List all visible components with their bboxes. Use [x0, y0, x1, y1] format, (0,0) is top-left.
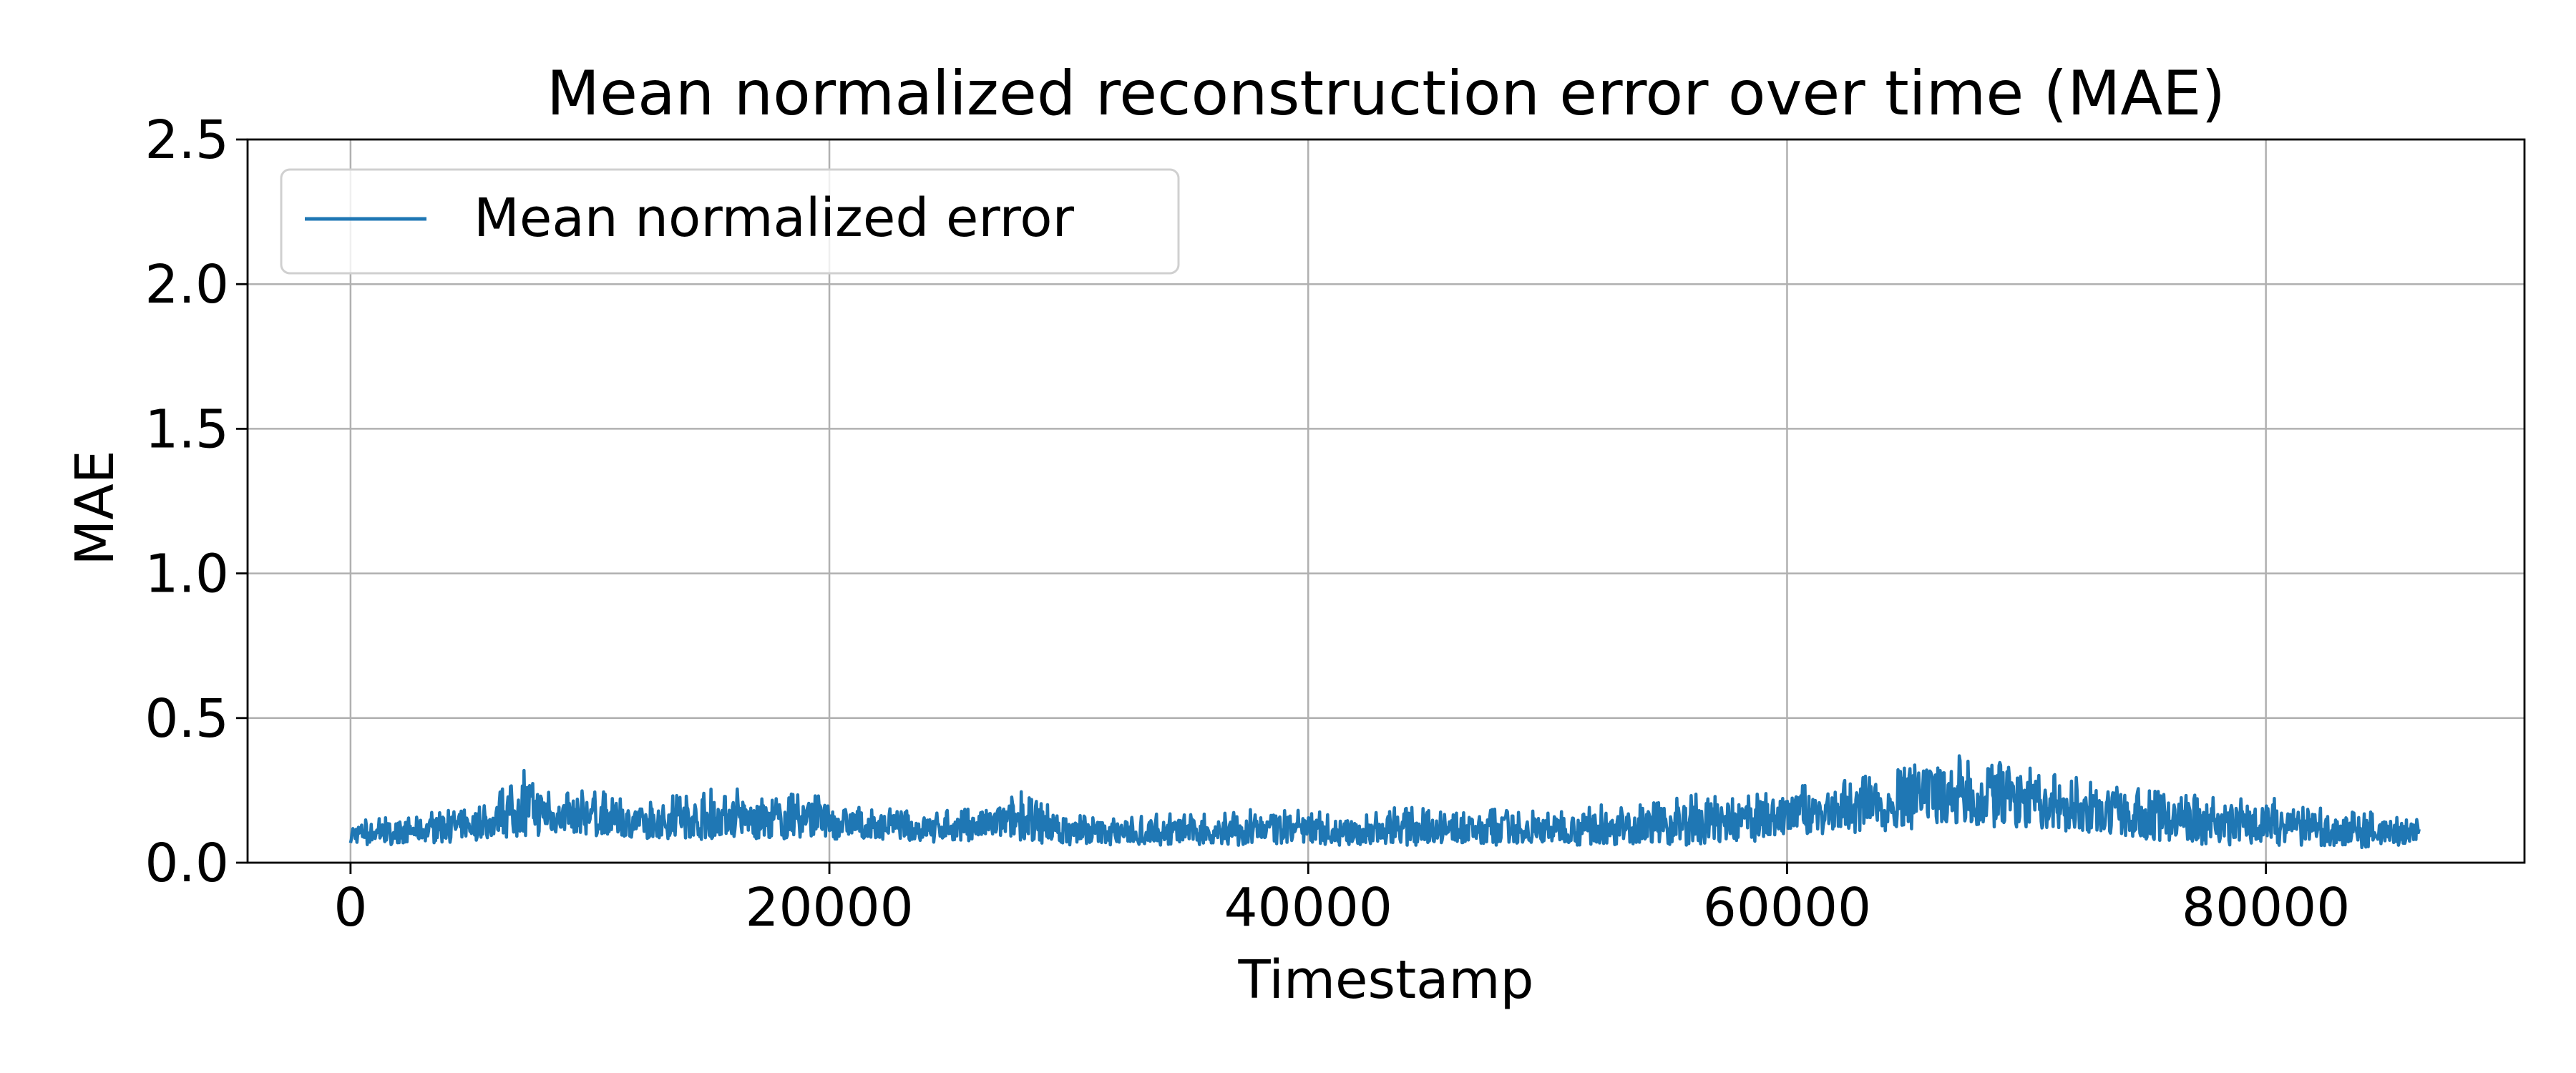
x-tick-label: 40000: [1224, 877, 1392, 939]
legend: Mean normalized error: [280, 168, 1180, 275]
y-tick-label: 2.5: [145, 109, 229, 171]
x-tick-label: 80000: [2182, 877, 2350, 939]
legend-label: Mean normalized error: [474, 187, 1075, 249]
chart-title: Mean normalized reconstruction error ove…: [547, 58, 2225, 129]
x-axis-ticks: 0 20000 40000 60000 80000: [333, 863, 2350, 939]
series-layer: [348, 754, 2421, 850]
y-tick-label: 0.5: [145, 688, 229, 750]
series-line-mean-normalized-error: [348, 754, 2421, 850]
x-tick-label: 20000: [745, 877, 913, 939]
y-tick-label: 1.5: [145, 398, 229, 460]
y-axis-ticks: 0.0 0.5 1.0 1.5 2.0 2.5: [145, 109, 248, 894]
legend-frame: [280, 168, 1180, 275]
y-tick-label: 0.0: [145, 833, 229, 894]
x-tick-label: 0: [333, 877, 367, 939]
axes-frame: [246, 138, 2526, 864]
x-tick-label: 60000: [1703, 877, 1871, 939]
y-axis-label: MAE: [64, 450, 126, 565]
x-axis-label: Timestamp: [1237, 949, 1533, 1011]
y-tick-label: 2.0: [145, 254, 229, 315]
y-tick-label: 1.0: [145, 544, 229, 605]
